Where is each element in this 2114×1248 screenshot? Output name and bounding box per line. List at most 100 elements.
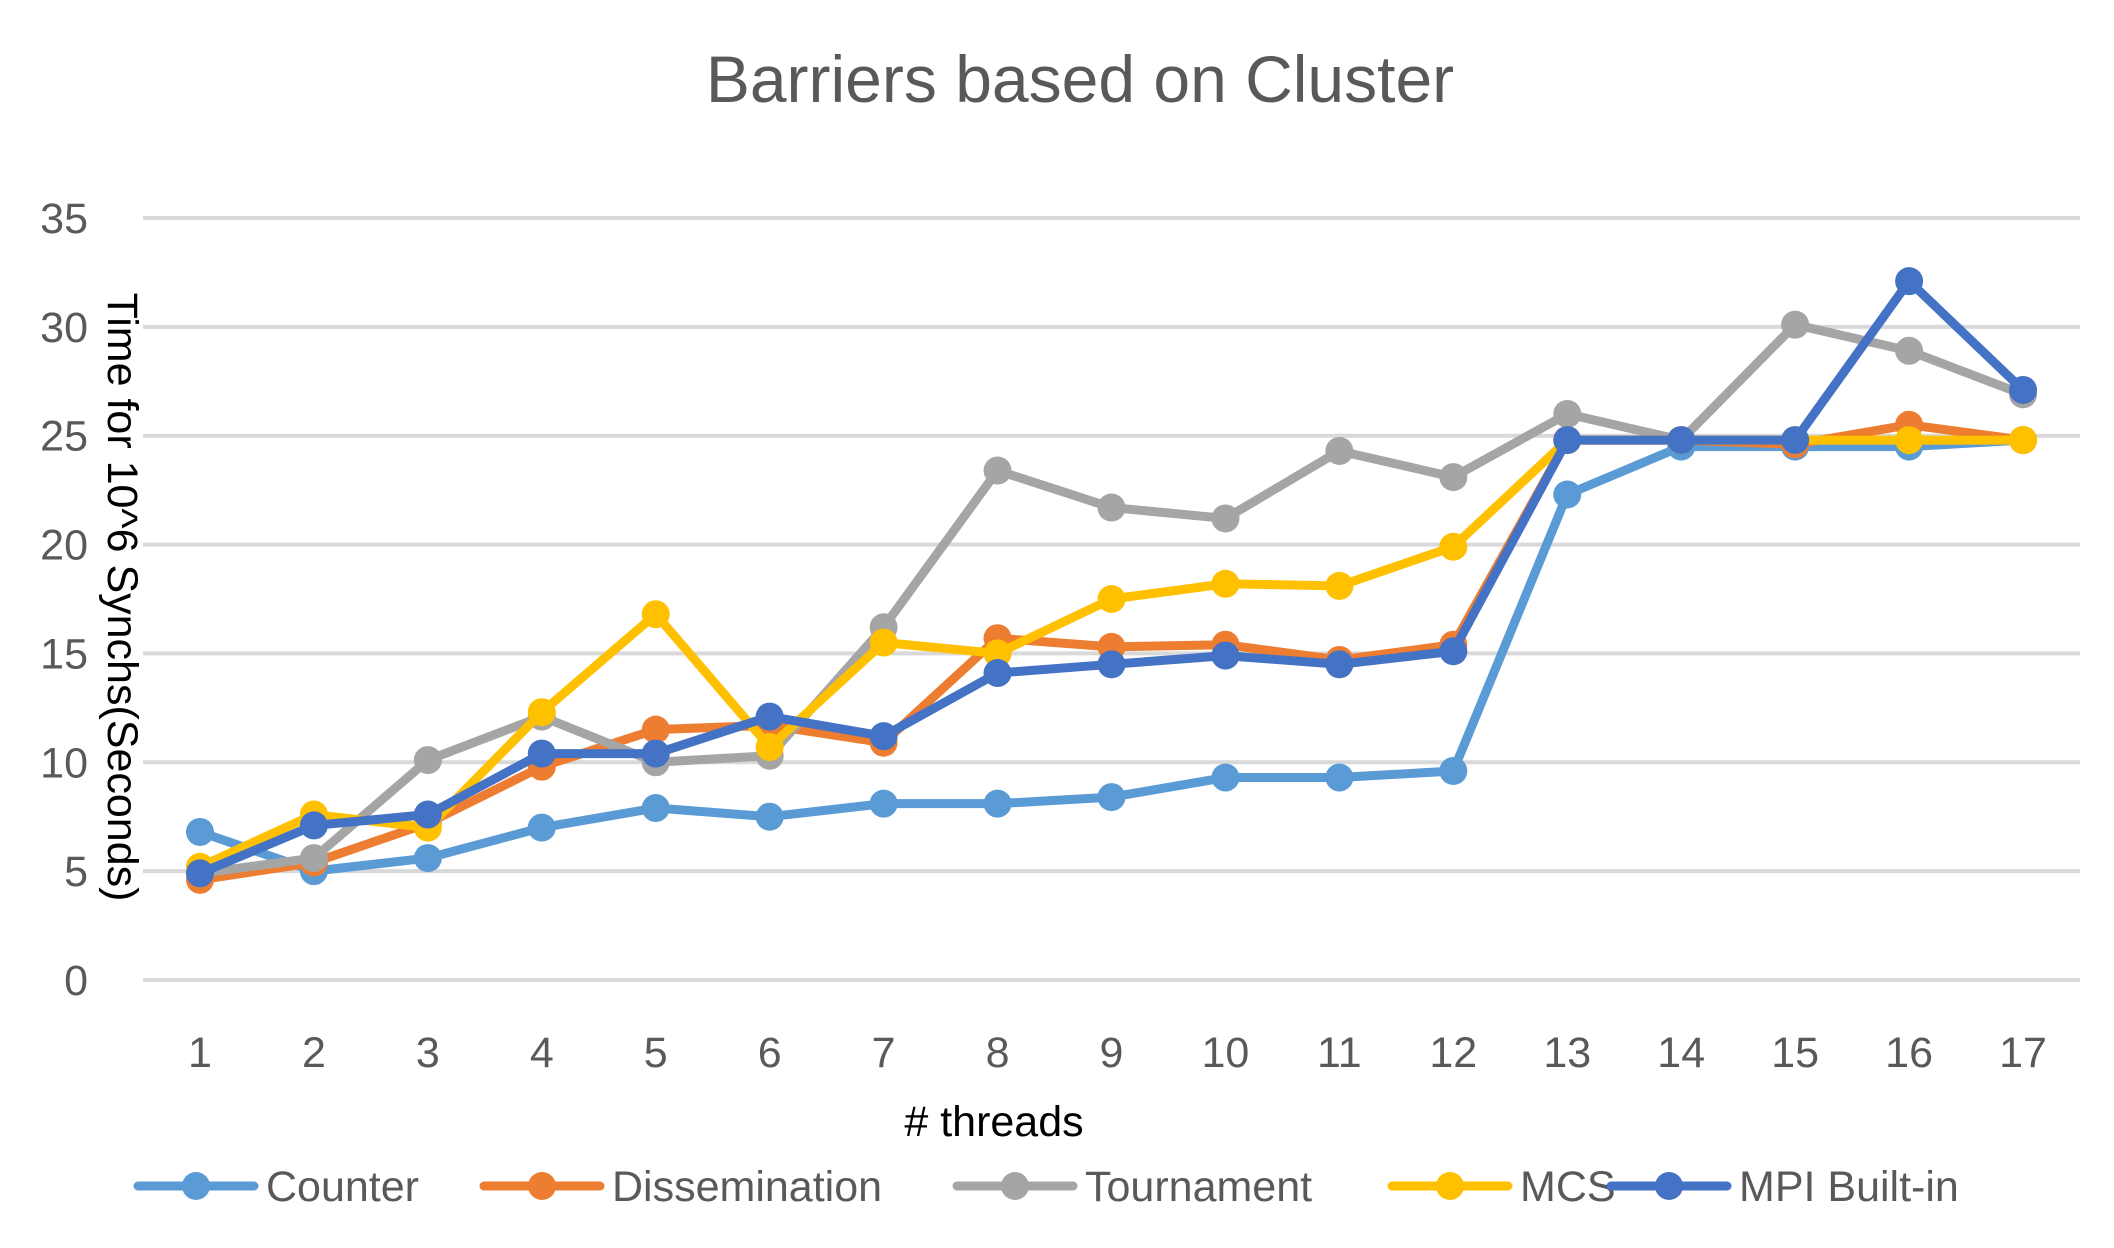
legend-label: Counter: [266, 1163, 419, 1211]
x-axis-label: # threads: [904, 1098, 1083, 1146]
data-point-tournament: [299, 844, 328, 873]
y-tick-label: 35: [40, 195, 88, 243]
data-point-mpi-built-in: [1667, 426, 1696, 455]
data-point-mcs: [755, 733, 784, 762]
data-point-counter: [869, 789, 898, 818]
series-mpi-built-in: [185, 267, 2038, 888]
x-tick-label: 6: [758, 1029, 782, 1077]
x-tick-label: 4: [530, 1029, 554, 1077]
data-point-mcs: [641, 600, 670, 629]
data-point-mpi-built-in: [1553, 426, 1582, 455]
data-point-mpi-built-in: [1439, 637, 1468, 666]
data-point-counter: [413, 844, 442, 873]
data-point-mcs: [527, 698, 556, 727]
data-point-counter: [1553, 480, 1582, 509]
x-tick-label: 15: [1771, 1029, 1819, 1077]
legend-label: MPI Built-in: [1739, 1163, 1959, 1211]
data-point-mpi-built-in: [299, 811, 328, 840]
x-tick-label: 1: [188, 1029, 212, 1077]
x-tick-label: 16: [1885, 1029, 1933, 1077]
data-point-tournament: [1211, 504, 1240, 533]
data-point-dissemination: [641, 715, 670, 744]
legend-marker-dot: [1001, 1172, 1029, 1200]
data-point-mcs: [1439, 532, 1468, 561]
series-lines: [185, 267, 2038, 894]
y-tick-label: 30: [40, 304, 88, 352]
y-tick-label: 0: [64, 957, 88, 1005]
data-point-mcs: [2009, 426, 2038, 455]
data-point-tournament: [1553, 399, 1582, 428]
data-point-mpi-built-in: [1895, 267, 1924, 296]
y-axis-tick-labels: 0 5 10 15 20 25 30 35: [40, 195, 88, 1005]
legend-item-counter: Counter: [133, 1163, 419, 1211]
data-point-counter: [1097, 783, 1126, 812]
data-point-mpi-built-in: [869, 722, 898, 751]
x-tick-label: 17: [1999, 1029, 2047, 1077]
data-point-counter: [527, 813, 556, 842]
data-point-tournament: [413, 746, 442, 775]
data-point-mpi-built-in: [1781, 426, 1810, 455]
legend-label: MCS: [1520, 1163, 1616, 1211]
x-tick-label: 7: [872, 1029, 896, 1077]
data-point-tournament: [1895, 336, 1924, 365]
data-point-counter: [1211, 763, 1240, 792]
data-point-mpi-built-in: [2009, 375, 2038, 404]
y-axis-label: Time for 10^6 Synchs(Seconds): [98, 293, 146, 902]
x-tick-label: 11: [1317, 1029, 1362, 1077]
data-point-counter: [185, 817, 214, 846]
data-point-mcs: [1097, 585, 1126, 613]
legend-label: Tournament: [1085, 1163, 1312, 1211]
legend-item-dissemination: Dissemination: [479, 1163, 882, 1211]
legend-item-tournament: Tournament: [952, 1163, 1312, 1211]
y-tick-label: 10: [40, 739, 88, 787]
data-point-counter: [1439, 756, 1468, 785]
x-tick-label: 9: [1100, 1029, 1124, 1077]
x-tick-label: 3: [416, 1029, 440, 1077]
data-point-mcs: [869, 628, 898, 657]
x-tick-label: 10: [1202, 1029, 1250, 1077]
data-point-mpi-built-in: [755, 702, 784, 731]
data-point-mpi-built-in: [983, 659, 1012, 688]
legend-item-mcs: MCS: [1387, 1163, 1616, 1211]
x-tick-label: 8: [986, 1029, 1010, 1077]
x-tick-label: 2: [302, 1029, 326, 1077]
x-tick-label: 12: [1429, 1029, 1477, 1077]
data-point-mpi-built-in: [1211, 641, 1240, 670]
legend-label: Dissemination: [612, 1163, 882, 1211]
data-point-tournament: [1781, 310, 1810, 339]
data-point-mcs: [983, 639, 1012, 668]
data-point-mpi-built-in: [1097, 650, 1126, 679]
data-point-mpi-built-in: [413, 800, 442, 829]
gridlines: [143, 216, 2080, 982]
legend-marker-dot: [1436, 1172, 1464, 1200]
data-point-counter: [755, 802, 784, 831]
data-point-mpi-built-in: [1325, 650, 1354, 679]
data-point-counter: [983, 789, 1012, 818]
data-point-mpi-built-in: [641, 739, 670, 768]
legend-item-mpi-built-in: MPI Built-in: [1606, 1163, 1959, 1211]
y-tick-label: 20: [40, 522, 88, 570]
legend-marker-dot: [528, 1172, 556, 1200]
y-tick-label: 25: [40, 413, 88, 461]
data-point-mpi-built-in: [185, 859, 214, 888]
data-point-mpi-built-in: [527, 739, 556, 768]
data-point-tournament: [1439, 463, 1468, 492]
data-point-tournament: [1325, 436, 1354, 465]
data-point-mcs: [1325, 571, 1354, 600]
y-tick-label: 15: [40, 630, 88, 678]
data-point-mcs: [1211, 569, 1240, 598]
data-point-tournament: [983, 456, 1012, 485]
legend: Counter Dissemination Tournament MCS MPI Bui…: [133, 1163, 1959, 1211]
data-point-counter: [1325, 763, 1354, 792]
chart-title: Barriers based on Cluster: [706, 42, 1454, 116]
x-tick-label: 13: [1543, 1029, 1591, 1077]
y-tick-label: 5: [64, 848, 88, 896]
data-point-counter: [641, 794, 670, 823]
x-tick-label: 5: [644, 1029, 668, 1077]
data-point-mcs: [1895, 426, 1924, 455]
legend-marker-dot: [1655, 1172, 1683, 1200]
data-point-tournament: [1097, 493, 1126, 522]
x-axis-tick-labels: 1 2 3 4 5 6 7 8 9 10 11 12 13 14 15 16 17: [188, 1029, 2047, 1077]
legend-marker-dot: [182, 1172, 210, 1200]
